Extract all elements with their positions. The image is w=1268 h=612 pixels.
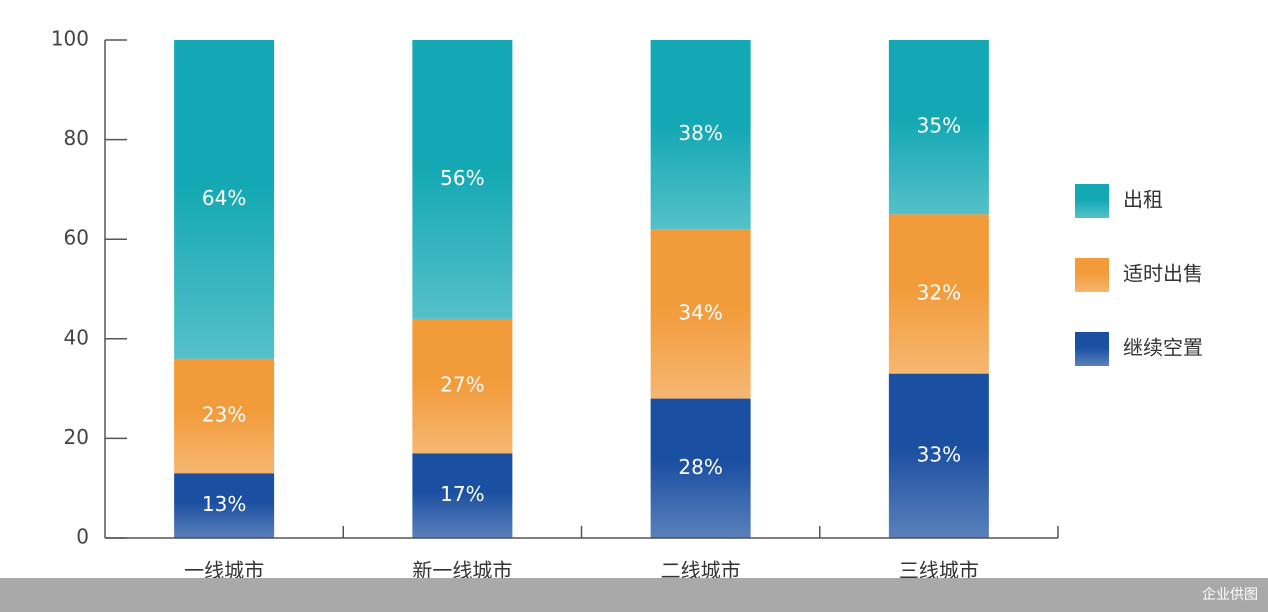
bar-segment bbox=[412, 40, 513, 319]
bar-segment bbox=[650, 40, 751, 230]
bar-segment bbox=[412, 318, 513, 454]
value-label: 38% bbox=[678, 121, 722, 145]
legend-label: 继续空置 bbox=[1123, 336, 1203, 360]
value-label: 32% bbox=[917, 280, 961, 304]
y-tick-label: 0 bbox=[76, 525, 89, 549]
bar-segment bbox=[888, 373, 989, 538]
y-tick-label: 80 bbox=[64, 126, 89, 150]
y-tick-label: 100 bbox=[51, 27, 89, 51]
legend-swatch bbox=[1075, 258, 1109, 292]
value-label: 56% bbox=[440, 166, 484, 190]
credit-bar bbox=[0, 578, 1268, 612]
bar-segment bbox=[174, 40, 275, 359]
bar-segment bbox=[650, 398, 751, 538]
value-label: 64% bbox=[202, 186, 246, 210]
legend-label: 出租 bbox=[1123, 188, 1163, 212]
bar-segment bbox=[174, 358, 275, 474]
value-label: 35% bbox=[917, 114, 961, 138]
bar-segment bbox=[650, 229, 751, 399]
value-label: 27% bbox=[440, 373, 484, 397]
bar-segment bbox=[412, 453, 513, 538]
value-label: 28% bbox=[678, 455, 722, 479]
y-tick-label: 60 bbox=[64, 226, 89, 250]
legend-label: 适时出售 bbox=[1123, 262, 1203, 286]
legend-swatch bbox=[1075, 332, 1109, 366]
value-label: 17% bbox=[440, 482, 484, 506]
y-tick-label: 20 bbox=[64, 425, 89, 449]
bar-segment bbox=[888, 40, 989, 215]
bar-segment bbox=[174, 473, 275, 538]
legend-swatch bbox=[1075, 184, 1109, 218]
credit: 企业供图 bbox=[1202, 586, 1258, 603]
value-label: 33% bbox=[917, 442, 961, 466]
value-label: 13% bbox=[202, 492, 246, 516]
value-label: 23% bbox=[202, 402, 246, 426]
value-label: 34% bbox=[678, 300, 722, 324]
y-tick-label: 40 bbox=[64, 325, 89, 349]
bar-segment bbox=[888, 214, 989, 374]
